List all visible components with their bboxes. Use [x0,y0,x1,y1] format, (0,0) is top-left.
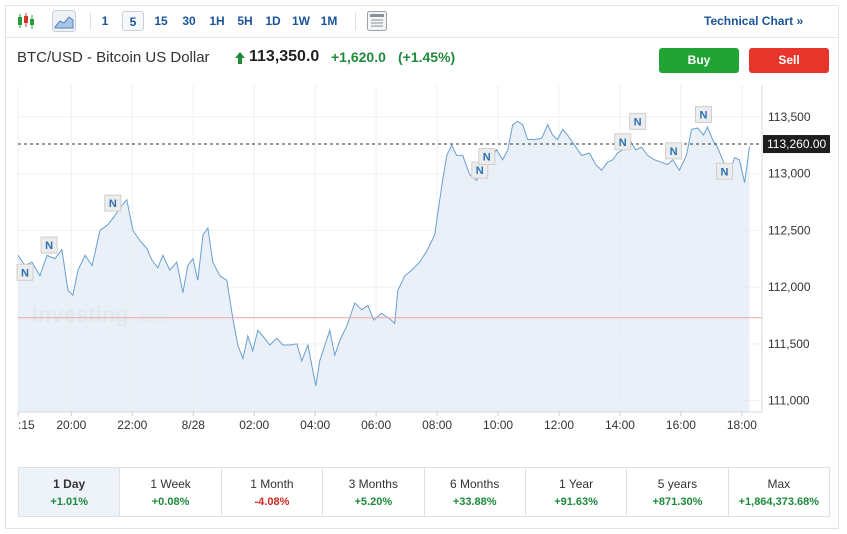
period-name: 1 Year [559,477,594,491]
x-tick-label: 12:00 [544,418,574,432]
period-change: +1,864,373.68% [738,496,820,508]
period-cell[interactable]: 6 Months +33.88% [425,468,526,516]
price: 113,350.0 [249,48,320,65]
widget-frame [5,5,839,529]
interval-button[interactable]: 15 [154,14,168,28]
interval-button[interactable]: 1H [209,14,225,28]
toolbar [6,6,838,38]
news-marker [694,106,712,124]
interval-button[interactable]: 1W [292,14,310,28]
period-cell[interactable]: Max +1,864,373.68% [729,468,829,516]
y-tick-label: 111,500 [768,337,810,351]
last-price-tag [763,135,830,154]
interval-button[interactable]: 5H [237,14,253,28]
period-change: +33.88% [452,496,497,508]
y-tick-label: 113,000 [768,167,811,181]
period-change: +1.01% [50,496,88,508]
interval-button[interactable]: 1 [101,14,109,28]
news-marker [104,194,122,212]
news-marker [40,236,58,254]
separator [355,12,356,30]
period-name: 5 years [657,477,698,491]
x-tick-label: 20:00 [56,418,86,432]
period-name: 6 Months [450,477,500,491]
interval-button[interactable]: 5 [122,11,144,31]
news-label: N [670,146,678,158]
buy-button[interactable]: Buy [659,48,739,73]
separator [90,12,91,30]
news-label: N [109,198,117,210]
news-marker [16,263,34,281]
news-label: N [483,152,491,164]
period-cell[interactable]: 1 Week +0.08% [120,468,222,516]
period-change: +91.63% [554,496,598,508]
x-tick-label: :15 [18,418,35,432]
news-label: N [45,240,53,252]
x-tick-label: 18:00 [727,418,757,432]
x-tick-label: 14:00 [605,418,635,432]
x-tick-label: 22:00 [117,418,147,432]
period-change: +871.30% [652,496,703,508]
period-name: Max [767,477,791,491]
news-marker [614,133,632,151]
news-label: N [619,137,627,149]
period-cell[interactable]: 1 Day +1.01% [19,468,121,516]
interval-button[interactable]: 1M [320,14,338,28]
period-cell[interactable]: 5 years +871.30% [627,468,729,516]
instrument-title: BTC/USD - Bitcoin US Dollar [17,49,210,66]
news-label: N [700,110,708,122]
period-name: 1 Month [250,477,294,491]
period-name: 1 Week [150,477,191,491]
chart: 111,000 111,500 112,000 112,500 113,000 113,5… [16,85,830,432]
last-price-label: 113,260.00 [767,137,826,151]
period-strip: 1 Day +1.01% 1 Week +0.08% 1 Month -4.08% 3 Mo… [18,467,830,517]
y-tick-label: 112,500 [768,223,811,237]
x-tick-label: 10:00 [483,418,513,432]
period-name: 1 Day [53,477,86,491]
news-label: N [21,267,29,279]
news-marker [478,148,496,166]
y-tick-label: 112,000 [768,280,811,294]
up-arrow [235,52,245,64]
news-marker [665,142,683,160]
period-name: 3 Months [348,477,398,491]
x-tick-label: 06:00 [361,418,391,432]
candles-icon[interactable] [15,11,37,31]
x-tick-label: 16:00 [666,418,696,432]
news-label: N [634,116,642,128]
period-cell[interactable]: 3 Months +5.20% [323,468,425,516]
sell-button[interactable]: Sell [749,48,829,73]
period-cell[interactable]: 1 Year +91.63% [526,468,628,516]
news-label: N [476,165,484,177]
settings-icon[interactable] [366,10,388,32]
interval-button[interactable]: 1D [265,14,281,28]
price-line [17,120,750,386]
period-change: -4.08% [254,496,290,508]
x-tick-label: 02:00 [239,418,269,432]
area-icon[interactable] [52,10,76,32]
x-tick-label: 04:00 [300,418,330,432]
change-percent: (+1.45%) [398,49,456,65]
news-marker [629,112,647,130]
x-tick-label: 8/28 [182,418,206,432]
y-tick-label: 113,500 [768,110,811,124]
change: +1,620.0 [331,49,386,65]
news-marker [716,162,734,180]
area [18,121,750,413]
period-change: +5.20% [354,496,393,508]
news-label: N [721,166,729,178]
period-change: +0.08% [151,496,190,508]
interval-button[interactable]: 30 [182,14,196,28]
x-tick-label: 08:00 [422,418,452,432]
y-tick-label: 111,000 [768,394,810,408]
period-cell[interactable]: 1 Month -4.08% [222,468,324,516]
technical-chart-link[interactable]: Technical Chart » [704,14,804,28]
